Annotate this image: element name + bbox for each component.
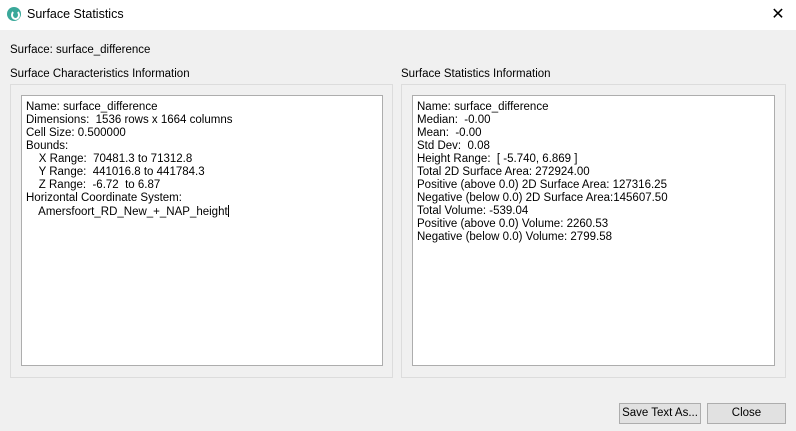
text-line: Positive (above 0.0) 2D Surface Area: 12… <box>417 179 667 191</box>
app-icon <box>7 7 21 21</box>
text-line: Negative (below 0.0) 2D Surface Area:145… <box>417 192 668 204</box>
text-line: Cell Size: 0.500000 <box>26 127 126 139</box>
statistics-heading: Surface Statistics Information <box>401 68 551 80</box>
text-line: Bounds: <box>26 140 69 152</box>
text-line: Y Range: 441016.8 to 441784.3 <box>26 166 205 178</box>
text-line: Name: surface_difference <box>417 101 549 113</box>
text-line: Horizontal Coordinate System: <box>26 192 182 204</box>
title-bar: Surface Statistics ✕ <box>0 0 796 30</box>
text-line: Dimensions: 1536 rows x 1664 columns <box>26 114 233 126</box>
statistics-textarea[interactable]: Name: surface_difference Median: -0.00 Mea… <box>412 95 775 366</box>
close-button[interactable]: Close <box>707 403 786 424</box>
text-line: Median: -0.00 <box>417 114 491 126</box>
characteristics-textarea[interactable]: Name: surface_difference Dimensions: 1536… <box>21 95 383 366</box>
text-line: Mean: -0.00 <box>417 127 482 139</box>
text-line: Height Range: [ -5.740, 6.869 ] <box>417 153 578 165</box>
characteristics-heading: Surface Characteristics Information <box>10 68 190 80</box>
text-line: Std Dev: 0.08 <box>417 140 490 152</box>
text-line: Amersfoort_RD_New_+_NAP_height <box>26 205 229 218</box>
text-line: Name: surface_difference <box>26 101 158 113</box>
text-line: Positive (above 0.0) Volume: 2260.53 <box>417 218 609 230</box>
text-caret <box>227 205 229 217</box>
text-line: X Range: 70481.3 to 71312.8 <box>26 153 193 165</box>
text-line: Total Volume: -539.04 <box>417 205 529 217</box>
surface-label: Surface: surface_difference <box>10 44 151 56</box>
window-title: Surface Statistics <box>27 7 124 21</box>
text-line: Negative (below 0.0) Volume: 2799.58 <box>417 231 612 243</box>
text-line: Total 2D Surface Area: 272924.00 <box>417 166 590 178</box>
text-line: Z Range: -6.72 to 6.87 <box>26 179 161 191</box>
close-icon[interactable]: ✕ <box>771 6 785 23</box>
save-text-as-button[interactable]: Save Text As... <box>619 403 701 424</box>
